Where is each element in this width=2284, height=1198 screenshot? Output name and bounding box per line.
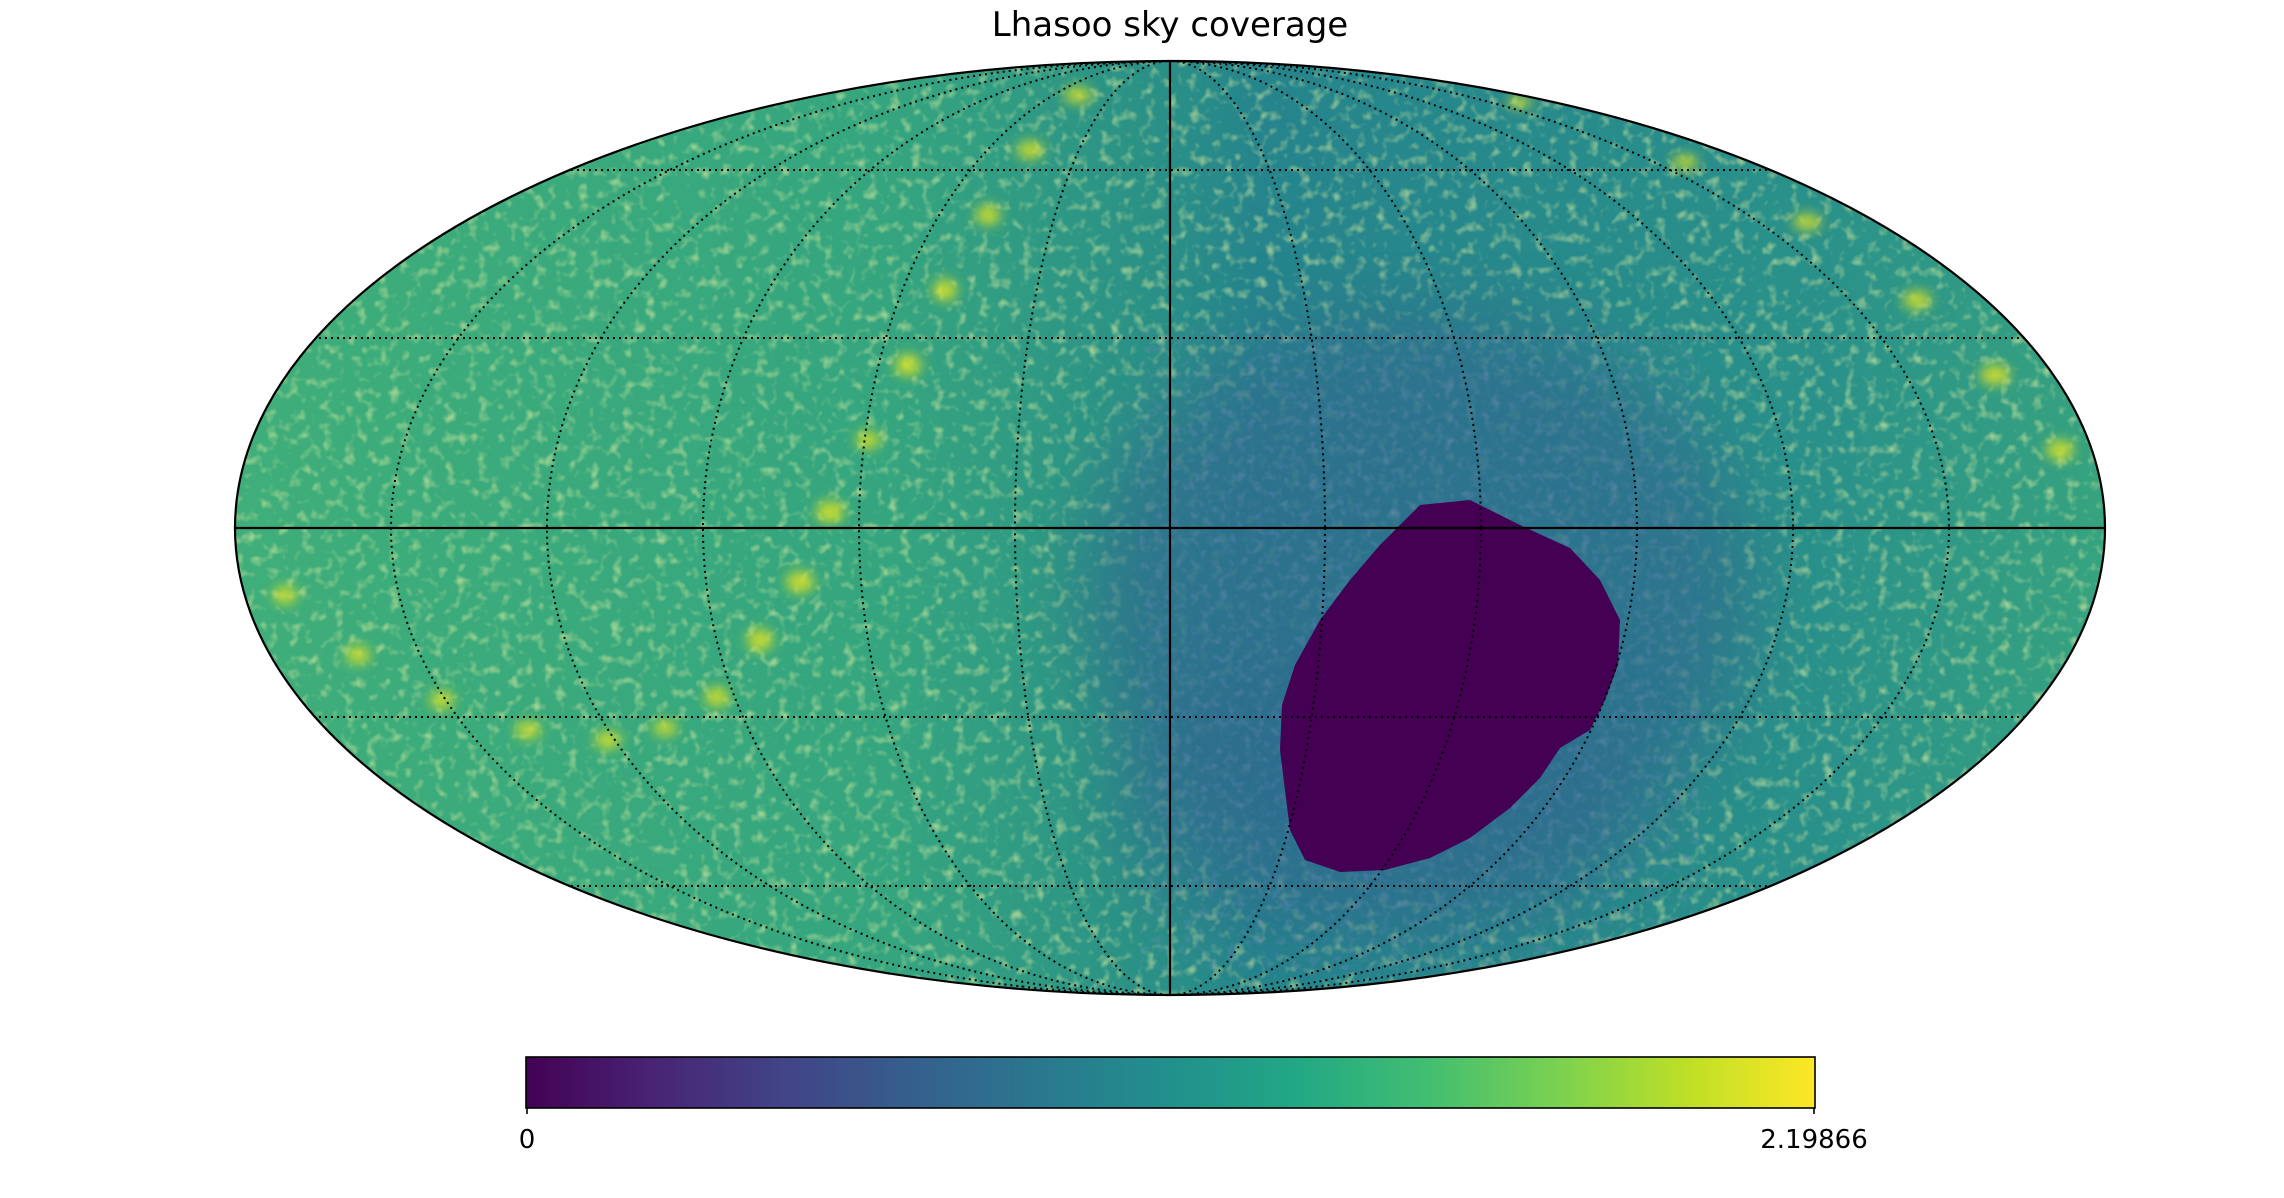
zero-coverage-region [1280, 500, 1620, 872]
sky-map [235, 61, 2105, 995]
bright-band [273, 87, 2074, 749]
colorbar [525, 1056, 1816, 1109]
map-outline [233, 59, 2107, 997]
chart-title: Lhasoo sky coverage [992, 5, 1348, 45]
colorbar-min-label: 0 [519, 1125, 536, 1155]
colorbar-max-label: 2.19866 [1760, 1125, 1868, 1155]
reference-axes [235, 61, 2105, 995]
